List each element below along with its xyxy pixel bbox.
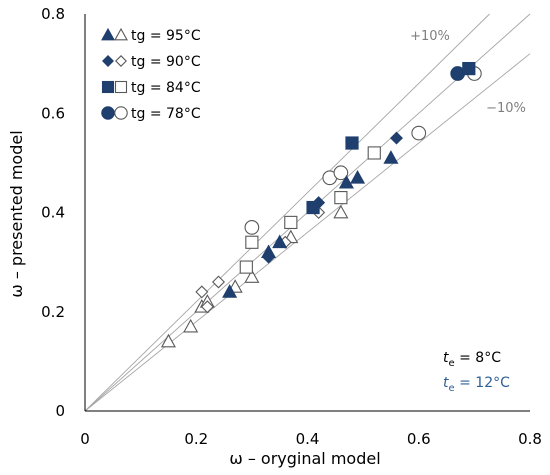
ref-label-plus10: +10% [410, 29, 450, 44]
y-tick-label: 0.4 [41, 204, 65, 222]
reference-line-1 [84, 13, 490, 412]
x-tick-label: 0.2 [184, 430, 208, 448]
x-tick-label: 0.4 [296, 430, 320, 448]
point-filled-square [306, 200, 320, 215]
point-filled-diamond [390, 131, 403, 145]
point-filled-triangle [350, 170, 366, 184]
point-open-circle [333, 165, 349, 181]
y-tick-label: 0.2 [41, 303, 65, 321]
ref-label-minus10: −10% [486, 101, 526, 116]
point-filled-triangle [338, 174, 354, 189]
point-open-square [284, 215, 298, 230]
y-tick-label: 0.6 [41, 104, 65, 122]
legend-label: tg = 90°C [131, 54, 201, 70]
legend-label: tg = 84°C [131, 80, 201, 96]
point-open-square [367, 146, 381, 160]
legend: tg = 95°C tg = 90°C tg = 84°C tg = 78°C [101, 27, 201, 122]
legend-marker-open-triangle [114, 27, 128, 41]
point-filled-triangle [222, 284, 238, 298]
point-filled-circle [450, 66, 466, 81]
legend-marker-filled-triangle [101, 27, 115, 41]
legend-marker-filled-circle [101, 106, 115, 120]
y-axis-label: ω – presented model [7, 130, 26, 297]
legend-marker-open-square [114, 80, 128, 94]
point-filled-square [345, 136, 359, 150]
x-tick-label: 0 [80, 430, 90, 448]
point-open-circle [411, 125, 427, 141]
axes [84, 14, 530, 412]
point-open-circle [244, 220, 260, 235]
point-open-diamond [195, 285, 209, 299]
reference-line-2 [84, 53, 531, 412]
point-filled-triangle [383, 150, 399, 164]
legend-label: tg = 95°C [131, 28, 201, 44]
x-axis-label: ω – oryginal model [229, 449, 380, 468]
te-label: te = 8°C [443, 350, 501, 369]
point-open-triangle [244, 269, 260, 283]
y-tick-label: 0.8 [41, 5, 65, 23]
te-label: te = 12°C [443, 375, 510, 394]
point-filled-triangle [272, 234, 288, 249]
x-tick-label: 0.8 [518, 430, 542, 448]
x-tick-label: 0.6 [407, 430, 431, 448]
point-open-diamond [212, 275, 225, 289]
point-open-square [334, 191, 348, 205]
legend-marker-filled-diamond [102, 55, 114, 67]
point-open-triangle [160, 333, 176, 348]
point-open-triangle [333, 204, 349, 219]
point-open-diamond [200, 300, 214, 314]
point-open-triangle [183, 318, 199, 333]
x-tick-labels: 0 0.2 0.4 0.6 0.8 [80, 430, 542, 448]
legend-label: tg = 78°C [131, 106, 201, 122]
te-annotations: te = 8°C te = 12°C [443, 350, 510, 394]
legend-marker-open-diamond [115, 55, 127, 67]
point-filled-diamond [262, 250, 276, 264]
y-tick-labels: 0 0.2 0.4 0.6 0.8 [41, 5, 65, 420]
point-open-square [245, 235, 259, 249]
legend-marker-open-circle [114, 106, 128, 120]
legend-marker-filled-square [101, 80, 115, 94]
y-tick-label: 0 [55, 402, 65, 420]
data-points [160, 61, 482, 348]
point-open-square [239, 260, 253, 274]
